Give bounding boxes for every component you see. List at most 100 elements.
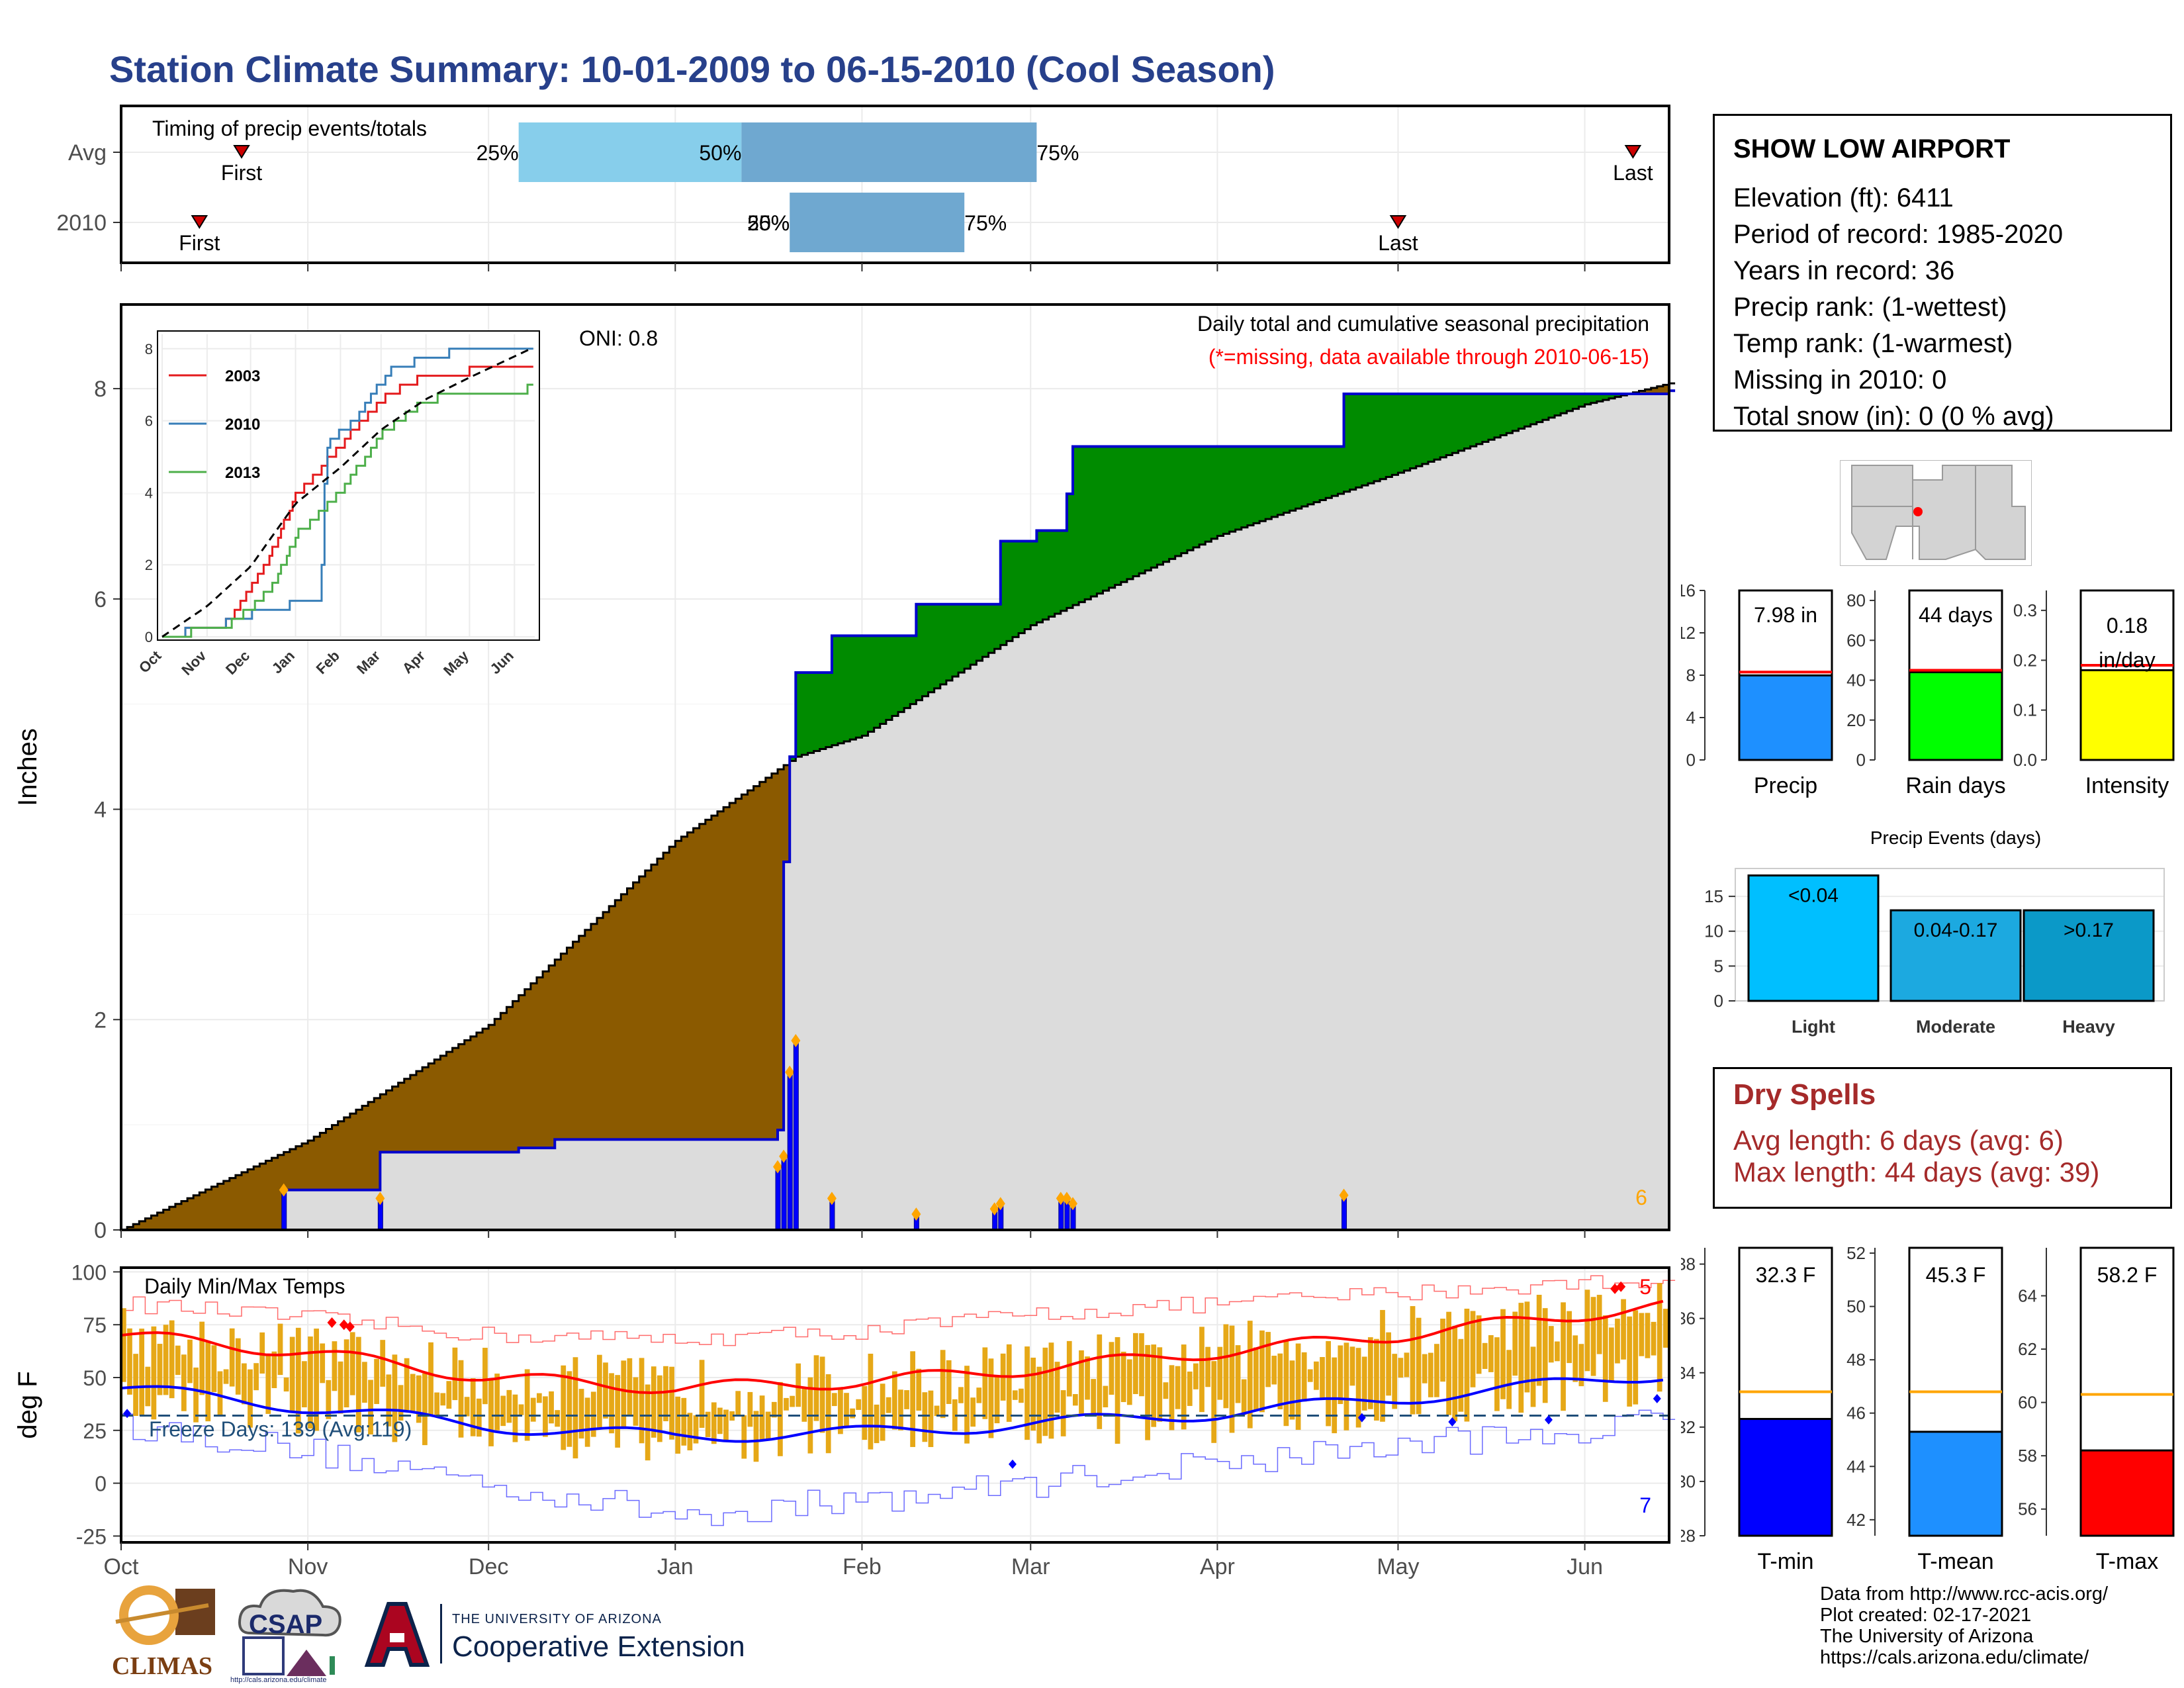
daily-temp-bar <box>934 1405 940 1417</box>
summary-bar-fill <box>1908 671 2003 761</box>
daily-temp-bar <box>1584 1289 1590 1372</box>
daily-temp-bar <box>253 1363 259 1391</box>
daily-temp-bar <box>1126 1359 1132 1405</box>
daily-temp-bar <box>536 1393 542 1403</box>
daily-temp-bar <box>283 1377 289 1392</box>
daily-temp-bar <box>910 1351 915 1447</box>
summary-bar-fill <box>1738 1418 1833 1537</box>
first-marker <box>233 145 250 159</box>
daily-precip-bar <box>781 1156 787 1231</box>
daily-temp-bar <box>1627 1316 1633 1407</box>
daily-temp-bar <box>1512 1311 1518 1376</box>
daily-temp-bar <box>1639 1313 1645 1356</box>
daily-temp-bar <box>1054 1362 1060 1413</box>
daily-temp-bar <box>1307 1369 1313 1382</box>
events-title: Precip Events (days) <box>1870 827 2041 848</box>
daily-temp-bar <box>1253 1347 1259 1411</box>
summary-y-tick: 58 <box>2018 1446 2037 1466</box>
daily-temp-bar <box>994 1377 1000 1424</box>
daily-temp-bar <box>332 1341 338 1391</box>
y-axis-label: deg F <box>13 1371 42 1438</box>
daily-temp-bar <box>1109 1342 1115 1395</box>
daily-temp-bar <box>1434 1344 1439 1397</box>
daily-temp-bar <box>561 1365 567 1450</box>
daily-temp-bar <box>1361 1356 1367 1411</box>
daily-temp-bar <box>1458 1338 1464 1412</box>
daily-temp-bar <box>380 1340 386 1387</box>
daily-temp-bar <box>1103 1385 1109 1407</box>
daily-temp-bar <box>1555 1341 1560 1362</box>
temp-category-label: T-min <box>1758 1549 1814 1574</box>
inset-legend-label: 2003 <box>225 367 260 385</box>
csap-box <box>242 1636 285 1675</box>
daily-temp-bar <box>922 1392 928 1442</box>
daily-precip-bar <box>775 1166 781 1231</box>
daily-temp-bar <box>1265 1332 1271 1387</box>
events-bar <box>1889 909 2022 1002</box>
daily-temp-bar <box>1097 1334 1103 1429</box>
daily-temp-bar <box>1072 1393 1078 1406</box>
summary-y-tick: 42 <box>1846 1510 1866 1530</box>
summary-y-tick: 0 <box>1686 750 1696 770</box>
station-elevation: Elevation (ft): 6411 <box>1733 183 1954 212</box>
daily-temp-bar <box>1295 1343 1301 1430</box>
daily-record-marker <box>995 1197 1005 1211</box>
y-tick-label: 8 <box>94 377 107 402</box>
last-marker <box>1389 215 1407 229</box>
daily-temp-bar <box>374 1358 379 1405</box>
summary-y-tick: 34 <box>1681 1363 1696 1383</box>
daily-temp-bar <box>1036 1366 1042 1444</box>
daily-temp-bar <box>151 1326 157 1420</box>
y-tick-label: 4 <box>94 798 107 823</box>
daily-temp-bar <box>1332 1357 1338 1434</box>
daily-temp-bar <box>482 1348 488 1405</box>
quartile-label-25: 25% <box>747 211 790 235</box>
daily-temp-bar <box>470 1378 476 1436</box>
daily-temp-bar <box>1440 1319 1445 1382</box>
dry-avg-length: Avg length: 6 days (avg: 6) <box>1733 1125 2064 1156</box>
daily-precip-bar <box>793 1040 799 1231</box>
daily-temp-bar <box>265 1353 271 1414</box>
daily-temp-bar <box>199 1321 205 1395</box>
y-tick-label: 2 <box>94 1008 107 1033</box>
summary-y-tick: 52 <box>1846 1243 1866 1263</box>
daily-temp-bar <box>362 1362 367 1403</box>
daily-temp-bar <box>1199 1327 1205 1413</box>
temp-panel-title: Daily Min/Max Temps <box>144 1274 345 1298</box>
daily-temp-bar <box>175 1345 181 1376</box>
daily-temp-bar <box>1374 1338 1379 1421</box>
record-low-count: 7 <box>1639 1493 1651 1517</box>
daily-temp-bar <box>904 1390 909 1409</box>
ua-a-emblem <box>364 1602 430 1667</box>
summary-y-tick: 80 <box>1846 590 1866 610</box>
daily-temp-bar <box>886 1397 891 1413</box>
x-tick-label: Oct <box>104 1554 139 1579</box>
daily-temp-bar <box>711 1402 717 1444</box>
daily-temp-bar <box>338 1361 343 1414</box>
daily-temp-bar <box>1006 1344 1012 1422</box>
season-cumulative-line <box>121 389 1676 1231</box>
record-low-marker <box>1448 1417 1457 1427</box>
precip-subtitle: Daily total and cumulative seasonal prec… <box>1197 312 1649 336</box>
daily-temp-bar <box>838 1387 843 1434</box>
daily-temp-bar <box>988 1358 994 1438</box>
timing-panel-frame <box>120 105 1670 264</box>
station-years: Years in record: 36 <box>1733 256 1955 285</box>
freeze-days-label: Freeze Days: 139 (Avg:119) <box>149 1417 412 1441</box>
daily-temp-bar <box>1621 1299 1626 1360</box>
summary-y-tick: 64 <box>2018 1286 2037 1306</box>
daily-temp-bar <box>464 1397 470 1417</box>
daily-temp-bar <box>1115 1336 1120 1444</box>
daily-temp-bar <box>223 1369 229 1384</box>
inset-y-tick: 0 <box>145 629 153 645</box>
daily-temp-bar <box>543 1396 548 1437</box>
summary-y-tick: 44 <box>1846 1456 1866 1476</box>
events-y-tick: 5 <box>1714 956 1723 976</box>
daily-temp-bar <box>133 1354 138 1416</box>
daily-temp-bar <box>139 1329 145 1416</box>
daily-temp-bar <box>819 1356 825 1433</box>
ua-large-text: Cooperative Extension <box>452 1630 745 1663</box>
first-label: First <box>221 161 262 185</box>
daily-temp-bar <box>825 1374 831 1454</box>
station-temp-rank: Temp rank: (1-warmest) <box>1733 329 2013 358</box>
